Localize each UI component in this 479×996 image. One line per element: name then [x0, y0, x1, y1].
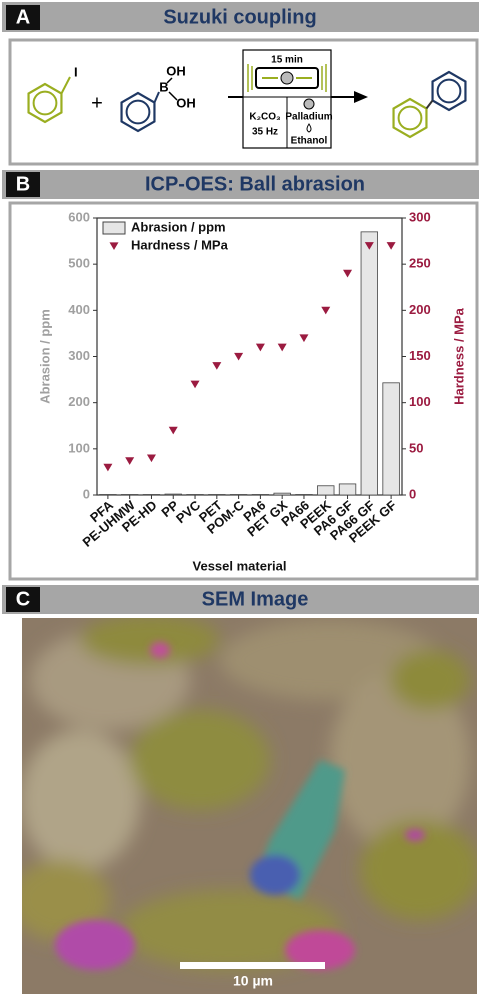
- legend-swatch: [109, 242, 119, 251]
- frequency: 35 Hz: [252, 127, 278, 138]
- x-axis-title: Vessel material: [193, 558, 287, 573]
- bar: [164, 493, 182, 496]
- legend-swatch: [102, 221, 126, 235]
- marker: [168, 426, 178, 435]
- marker: [277, 343, 287, 352]
- atom-label: I: [74, 64, 78, 79]
- y-tick-label: 500: [68, 256, 90, 271]
- y-tick-label: 200: [68, 394, 90, 409]
- y-tick-label: 100: [68, 440, 90, 455]
- panel-frame: [8, 38, 479, 166]
- catalyst: Palladium: [285, 112, 332, 123]
- panel-frame: [8, 201, 479, 581]
- ring-aromatic: [125, 99, 151, 125]
- bond: [166, 77, 173, 84]
- header-bar: [2, 2, 479, 32]
- vibration: [247, 64, 327, 92]
- marker: [146, 454, 156, 463]
- legend-label: Hardness / MPa: [131, 237, 229, 252]
- y2-tick-label: 250: [409, 256, 431, 271]
- bond: [60, 76, 71, 94]
- marker: [255, 343, 265, 352]
- bond: [168, 91, 178, 101]
- panel-label: C: [16, 588, 30, 610]
- y-tick-label: 400: [68, 302, 90, 317]
- atom-label: OH: [176, 95, 196, 110]
- scheme: [27, 70, 467, 139]
- atom-label: OH: [166, 63, 186, 78]
- y2-tick-label: 50: [409, 440, 423, 455]
- panel-title: ICP-OES: Ball abrasion: [145, 173, 365, 195]
- ring-aromatic: [436, 78, 462, 104]
- marker: [103, 463, 113, 472]
- ball: [280, 71, 294, 85]
- ring-aromatic: [397, 105, 423, 131]
- ring-aromatic: [32, 90, 58, 116]
- chart: 0 100 200 300 400 500 600 0 50 100 150 200 250 300 Abr…: [37, 209, 466, 573]
- solvent: Ethanol: [291, 136, 328, 147]
- marker: [321, 306, 331, 315]
- y2-tick-label: 200: [409, 302, 431, 317]
- label-box: [6, 587, 40, 612]
- bar: [317, 485, 335, 496]
- y-tick-label: 0: [83, 486, 90, 501]
- plot-frame: [96, 217, 403, 496]
- marker: [190, 380, 200, 389]
- sem-image: 10 µm: [22, 618, 477, 994]
- label-box: [6, 172, 40, 197]
- base: K₂CO₃: [249, 112, 281, 123]
- y2-tick-label: 150: [409, 348, 431, 363]
- panel-title: SEM Image: [202, 588, 309, 610]
- label-box: [6, 5, 40, 30]
- panel-label: A: [16, 6, 30, 28]
- marker: [364, 242, 374, 250]
- y-tick-label: 300: [68, 348, 90, 363]
- bond: [425, 99, 434, 110]
- atom-label: B: [159, 79, 168, 94]
- y-tick-label: 600: [68, 209, 90, 224]
- marker: [212, 362, 222, 370]
- y2-tick-label: 100: [409, 394, 431, 409]
- time: 15 min: [271, 55, 303, 66]
- marker: [343, 269, 353, 278]
- scale-bar-label: 10 µm: [233, 973, 273, 989]
- arrow-head: [354, 91, 368, 103]
- y2-tick-label: 0: [409, 486, 416, 501]
- bar: [273, 492, 291, 496]
- plus-sign: +: [91, 92, 103, 114]
- bond: [153, 91, 160, 103]
- y-axis-title: Abrasion / ppm: [37, 309, 52, 404]
- pd-ball: [303, 98, 315, 110]
- marker: [234, 352, 244, 361]
- bar: [382, 382, 400, 496]
- y2-axis-title: Hardness / MPa: [451, 307, 466, 405]
- header-bar: [2, 585, 479, 614]
- panel-title: Suzuki coupling: [163, 6, 316, 28]
- marker: [299, 334, 309, 343]
- legend-label: Abrasion / ppm: [131, 219, 226, 234]
- bar: [360, 231, 378, 496]
- panel-label: B: [16, 173, 30, 195]
- marker: [125, 457, 135, 465]
- bar: [338, 483, 357, 496]
- header-bar: [2, 170, 479, 199]
- y2-tick-label: 300: [409, 209, 431, 224]
- ring: [431, 70, 467, 112]
- drop: [306, 123, 312, 133]
- marker: [386, 242, 396, 250]
